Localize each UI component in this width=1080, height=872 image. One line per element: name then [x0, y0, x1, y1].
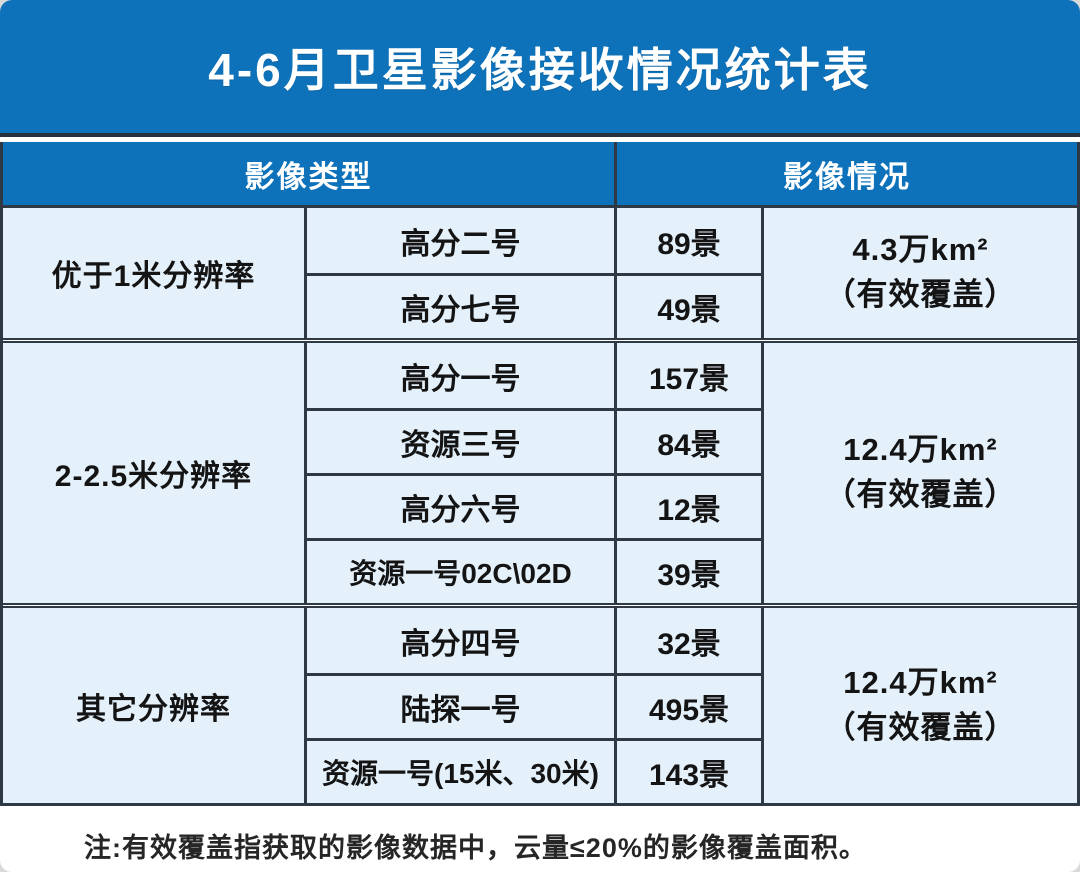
resolution-label: 2-2.5米分辨率	[3, 343, 307, 603]
coverage-area: 12.4万km²	[843, 664, 998, 700]
scene-count: 157景	[617, 343, 764, 408]
coverage-area: 4.3万km²	[852, 232, 989, 268]
table-header-row: 影像类型 影像情况	[3, 142, 1077, 205]
scene-count: 49景	[617, 273, 764, 338]
coverage-cell: 12.4万km² （有效覆盖）	[764, 608, 1077, 803]
satellite-name: 资源一号(15米、30米)	[307, 738, 617, 803]
page-title: 4-6月卫星影像接收情况统计表	[208, 43, 872, 96]
coverage-cell: 4.3万km² （有效覆盖）	[764, 208, 1077, 338]
coverage-area: 12.4万km²	[843, 432, 998, 468]
satellite-name: 高分一号	[307, 343, 617, 408]
scene-count: 143景	[617, 738, 764, 803]
coverage-label: （有效覆盖）	[824, 277, 1017, 312]
column-header-image-type: 影像类型	[3, 142, 617, 205]
footnote-row: 注:有效覆盖指获取的影像数据中，云量≤20%的影像覆盖面积。	[0, 806, 1080, 865]
satellite-name: 高分二号	[307, 208, 617, 273]
satellite-name: 高分六号	[307, 473, 617, 538]
coverage-label: （有效覆盖）	[824, 709, 1017, 745]
resolution-group-3: 其它分辨率 高分四号 32景 陆探一号 495景 资源一号(15米、30米) 1…	[3, 603, 1077, 803]
scene-count: 84景	[617, 408, 764, 473]
scene-count: 12景	[617, 473, 764, 538]
scene-count: 39景	[617, 538, 764, 603]
column-header-image-status: 影像情况	[617, 142, 1077, 205]
satellite-name: 陆探一号	[307, 673, 617, 738]
resolution-label: 其它分辨率	[3, 608, 307, 803]
resolution-group-1: 优于1米分辨率 高分二号 89景 高分七号 49景 4.3万km² （有效覆盖）	[3, 205, 1077, 338]
resolution-group-2: 2-2.5米分辨率 高分一号 157景 资源三号 84景 高分六号 12景 资源…	[3, 338, 1077, 603]
satellite-name: 资源一号02C\02D	[307, 538, 617, 603]
satellite-name: 资源三号	[307, 408, 617, 473]
resolution-label: 优于1米分辨率	[3, 208, 307, 338]
satellite-name: 高分七号	[307, 273, 617, 338]
satellite-name: 高分四号	[307, 608, 617, 673]
scene-count: 32景	[617, 608, 764, 673]
scene-count: 89景	[617, 208, 764, 273]
satellite-table: 影像类型 影像情况 优于1米分辨率 高分二号 89景 高分七号 49景 4.3万…	[0, 142, 1080, 806]
coverage-cell: 12.4万km² （有效覆盖）	[764, 343, 1077, 603]
footnote-text: 注:有效覆盖指获取的影像数据中，云量≤20%的影像覆盖面积。	[84, 833, 867, 863]
coverage-label: （有效覆盖）	[824, 477, 1017, 512]
title-banner: 4-6月卫星影像接收情况统计表	[0, 0, 1080, 137]
scene-count: 495景	[617, 673, 764, 738]
